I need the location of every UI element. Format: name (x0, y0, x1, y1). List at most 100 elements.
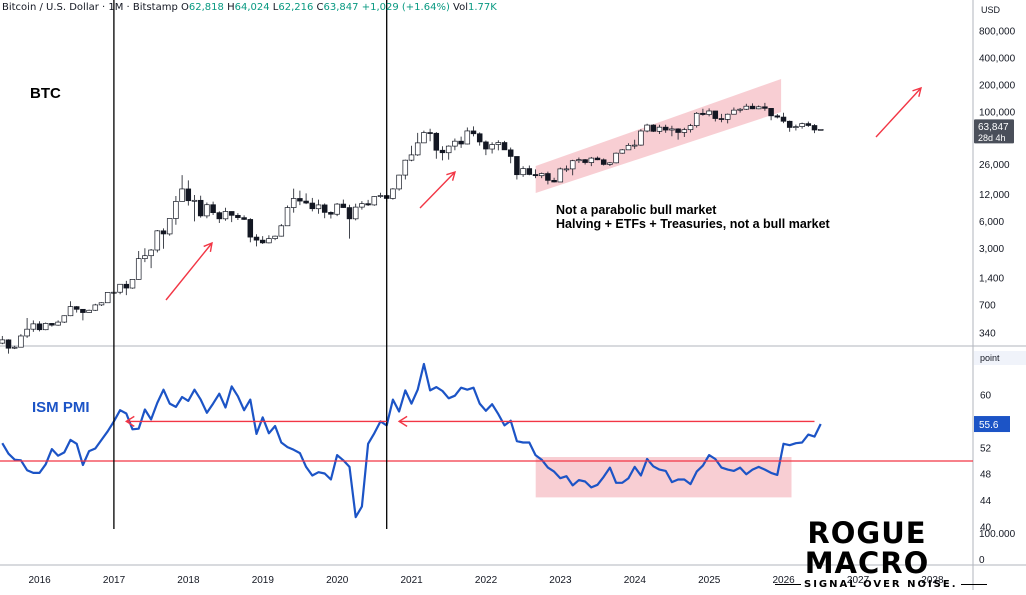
price-tick-label: 12,000 (979, 190, 1010, 201)
candle-body-up (589, 158, 594, 162)
candle-body-up (335, 204, 340, 214)
annotation-line-2: Halving + ETFs + Treasuries, not a bull … (556, 217, 831, 231)
candle[interactable] (285, 206, 290, 226)
candle-body-down (663, 127, 668, 130)
candle-body-up (118, 284, 123, 292)
candle-body-down (775, 116, 780, 117)
candle[interactable] (87, 310, 92, 313)
candle[interactable] (19, 334, 24, 347)
candle[interactable] (645, 124, 650, 133)
time-tick-label: 2017 (103, 575, 126, 586)
candle-body-down (719, 119, 724, 120)
candle-body-down (211, 205, 216, 213)
candle[interactable] (651, 124, 656, 132)
candle-body-down (769, 108, 774, 115)
candle-body-up (56, 322, 61, 325)
candle-body-down (161, 231, 166, 234)
symbol-name[interactable]: Bitcoin / U.S. Dollar · 1M · Bitstamp (2, 2, 178, 13)
candle[interactable] (205, 202, 210, 218)
candle-body-up (694, 113, 699, 125)
price-tick-label: 3,000 (979, 244, 1004, 255)
candle[interactable] (43, 323, 48, 331)
candle-body-up (608, 163, 613, 165)
time-tick-label: 2023 (549, 575, 572, 586)
candle-body-down (763, 107, 768, 109)
price-tick-label: 800,000 (979, 27, 1016, 38)
candle-body-up (31, 324, 36, 329)
candle[interactable] (620, 149, 625, 154)
candle-body-down (6, 340, 11, 348)
high-label: H (227, 2, 235, 13)
candle-body-down (322, 205, 327, 212)
time-tick-label: 2019 (252, 575, 275, 586)
candle-body-up (564, 169, 569, 170)
candle-body-down (533, 174, 538, 175)
candle-body-down (124, 284, 129, 288)
time-tick-label: 2020 (326, 575, 349, 586)
candle-body-up (316, 205, 321, 209)
candle[interactable] (601, 158, 606, 165)
candle[interactable] (279, 224, 284, 237)
candle[interactable] (62, 315, 67, 323)
price-tick-label: 1,400 (979, 273, 1004, 284)
candle[interactable] (391, 188, 396, 199)
candle-body-up (465, 131, 470, 144)
candle-body-up (577, 160, 582, 161)
candle[interactable] (335, 203, 340, 216)
candle-body-down (74, 307, 79, 310)
candle[interactable] (130, 279, 135, 288)
countdown-label: 28d 4h (978, 133, 1006, 143)
candle-body-down (477, 134, 482, 142)
candle-body-down (81, 309, 86, 312)
annotation-line-1: Not a parabolic bull market (556, 203, 717, 217)
candle[interactable] (818, 129, 823, 130)
candle-body-up (143, 256, 148, 259)
candle[interactable] (502, 141, 507, 150)
candle-body-up (167, 219, 172, 234)
candle-body-up (818, 129, 823, 130)
candle[interactable] (558, 168, 563, 182)
candle-body-down (236, 215, 241, 217)
candle[interactable] (639, 129, 644, 145)
candle-body-down (428, 133, 433, 134)
candle[interactable] (614, 153, 619, 164)
candle-body-up (725, 114, 730, 119)
volume-label: Vol (453, 2, 468, 13)
candle[interactable] (422, 131, 427, 143)
candle[interactable] (372, 196, 377, 206)
change-value: +1,029 (+1.64%) (362, 2, 450, 13)
symbol-header: Bitcoin / U.S. Dollar · 1M · Bitstamp O6… (2, 2, 497, 13)
candle[interactable] (694, 112, 699, 128)
candle[interactable] (155, 230, 160, 252)
pmi-tick-label: 48 (980, 470, 992, 481)
candle[interactable] (93, 304, 98, 311)
open-value: 62,818 (189, 2, 224, 13)
candle-body-up (372, 197, 377, 205)
candle-body-up (360, 204, 365, 207)
candle-body-up (19, 336, 24, 347)
candle-body-up (490, 145, 495, 149)
candle-body-up (632, 145, 637, 146)
close-label: C (317, 2, 324, 13)
candle[interactable] (397, 175, 402, 191)
candle-body-down (484, 142, 489, 149)
candle-body-down (242, 218, 247, 220)
pmi-tick-label: 52 (980, 443, 992, 454)
candle-body-down (781, 117, 786, 121)
candle[interactable] (105, 292, 110, 303)
candle-body-up (291, 198, 296, 207)
candle-body-up (422, 133, 427, 143)
candle-body-down (508, 150, 513, 157)
candle-body-up (707, 111, 712, 115)
time-tick-label: 2016 (29, 575, 52, 586)
candle-body-up (378, 196, 383, 197)
candle-body-up (496, 143, 501, 145)
candle-body-down (527, 169, 532, 175)
brand-tagline: SIGNAL OVER NOISE. (804, 579, 958, 590)
pmi-last-label: 55.6 (979, 420, 999, 431)
candle[interactable] (167, 219, 172, 236)
candle-body-up (521, 169, 526, 175)
candle-body-up (626, 145, 631, 149)
candle-body-up (657, 127, 662, 131)
